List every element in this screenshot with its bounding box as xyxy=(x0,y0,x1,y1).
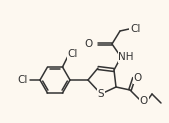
Text: NH: NH xyxy=(118,52,134,62)
Text: Cl: Cl xyxy=(18,75,28,85)
Text: O: O xyxy=(85,39,93,49)
Text: O: O xyxy=(134,73,142,83)
Text: O: O xyxy=(140,96,148,106)
Text: S: S xyxy=(98,89,104,99)
Text: Cl: Cl xyxy=(130,24,140,34)
Text: Cl: Cl xyxy=(67,49,78,59)
